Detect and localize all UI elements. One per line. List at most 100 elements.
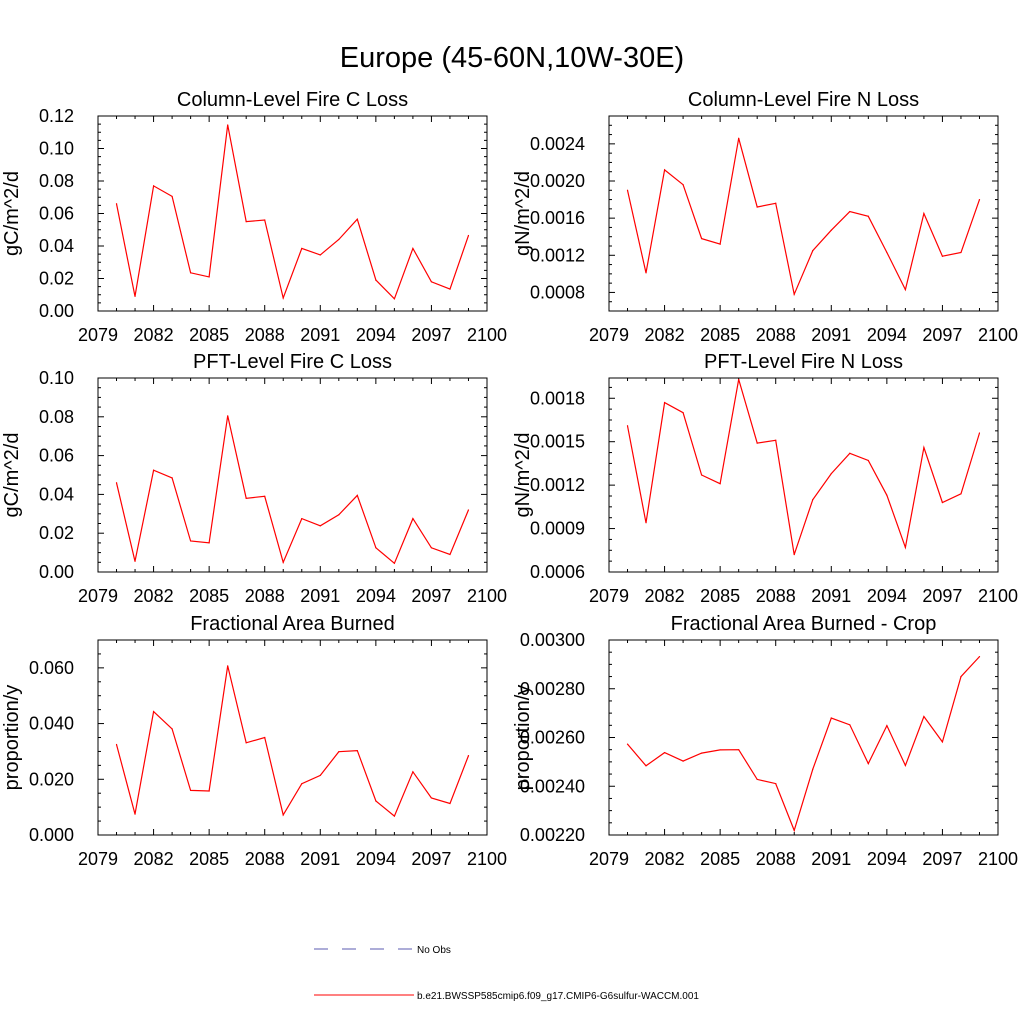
y-tick-label: 0.12 (39, 106, 74, 126)
x-tick-label: 2097 (922, 325, 962, 345)
data-point (115, 743, 118, 746)
data-point (663, 402, 666, 404)
data-point (626, 743, 629, 745)
y-tick-label: 0.020 (29, 769, 74, 789)
data-point (134, 295, 136, 297)
y-tick-label: 0.10 (39, 368, 74, 388)
plot-frame (608, 115, 999, 312)
data-point (682, 760, 684, 762)
x-tick-label: 2085 (700, 325, 740, 345)
data-point (338, 514, 340, 516)
data-point (645, 272, 647, 274)
data-point (775, 202, 777, 204)
data-point (430, 281, 433, 283)
data-point (301, 783, 303, 785)
data-point (152, 710, 155, 713)
legend: No Obs b.e21.BWSSP585cmip6.f09_g17.CMIP6… (314, 945, 699, 1002)
data-point (338, 751, 340, 753)
plot-frame (97, 115, 488, 312)
data-point (904, 546, 906, 548)
data-point (356, 218, 358, 220)
data-point (282, 561, 284, 563)
data-point (449, 553, 451, 556)
x-tick-label: 2094 (356, 586, 396, 606)
data-point (793, 293, 795, 295)
data-point (793, 829, 795, 831)
data-point (115, 482, 118, 484)
data-point (849, 211, 851, 213)
panel-title: PFT-Level Fire C Loss (193, 351, 392, 373)
data-point (171, 728, 173, 730)
data-point (812, 499, 814, 501)
panel-title: Column-Level Fire N Loss (688, 89, 919, 111)
data-point (886, 724, 888, 727)
x-tick-label: 2088 (245, 849, 285, 869)
plot-frame (97, 639, 488, 836)
data-point (393, 298, 395, 300)
data-point (923, 446, 925, 449)
x-tick-label: 2097 (411, 849, 451, 869)
x-tick-label: 2100 (467, 586, 507, 606)
y-axis-label: gC/m^2/d (1, 171, 23, 256)
x-tick-label: 2082 (645, 325, 685, 345)
data-point (227, 665, 229, 667)
data-point (645, 522, 647, 524)
data-point (812, 768, 814, 770)
y-axis-label: gN/m^2/d (512, 171, 534, 256)
data-point (449, 802, 451, 805)
data-point (719, 243, 721, 245)
x-tick-label: 2100 (978, 586, 1018, 606)
data-point (701, 474, 703, 476)
y-tick-label: 0.0008 (530, 282, 585, 302)
data-point (356, 749, 358, 752)
x-tick-label: 2091 (811, 849, 851, 869)
chart-panel: 2079 2082 2085 2088 2091 2094 2097 2100 0.00 0.02… (1, 89, 507, 345)
x-tick-label: 2088 (756, 849, 796, 869)
x-tick-label: 2088 (245, 586, 285, 606)
data-point (719, 749, 721, 751)
data-point (467, 509, 470, 511)
data-point (190, 789, 192, 792)
data-point (626, 189, 629, 191)
x-tick-label: 2097 (922, 849, 962, 869)
y-tick-label: 0.00240 (520, 776, 585, 796)
data-point (738, 749, 740, 751)
data-point (208, 542, 210, 544)
data-point (375, 547, 377, 549)
series-line (115, 665, 470, 818)
data-point (960, 493, 962, 495)
data-point (849, 452, 851, 454)
x-tick-label: 2082 (645, 849, 685, 869)
y-tick-label: 0.000 (29, 825, 74, 845)
y-tick-label: 0.08 (39, 171, 74, 191)
data-point (171, 477, 173, 479)
series-line (627, 656, 980, 833)
series-line (115, 124, 470, 301)
data-point (375, 279, 377, 281)
data-point (208, 790, 210, 792)
panel-title: Fractional Area Burned - Crop (671, 613, 937, 635)
panel-title: Column-Level Fire C Loss (177, 89, 408, 111)
chart-panel: 2079 2082 2085 2088 2091 2094 2097 2100 0.0008 0.… (512, 89, 1018, 345)
data-point (245, 497, 247, 499)
data-point (190, 272, 192, 274)
x-tick-label: 2091 (300, 849, 340, 869)
data-point (941, 741, 944, 743)
x-tick-label: 2100 (467, 325, 507, 345)
data-point (319, 525, 321, 527)
data-point (319, 774, 321, 776)
data-point (923, 715, 925, 718)
series-line (626, 138, 981, 297)
y-tick-label: 0.04 (39, 236, 74, 256)
data-point (190, 540, 192, 542)
data-point (830, 472, 832, 475)
y-tick-label: 0.0020 (530, 171, 585, 191)
y-tick-label: 0.0009 (530, 519, 585, 539)
data-point (756, 778, 758, 781)
x-tick-label: 2085 (189, 586, 229, 606)
data-point (375, 800, 377, 802)
y-tick-label: 0.06 (39, 446, 74, 466)
data-point (227, 124, 229, 126)
x-tick-label: 2085 (189, 849, 229, 869)
